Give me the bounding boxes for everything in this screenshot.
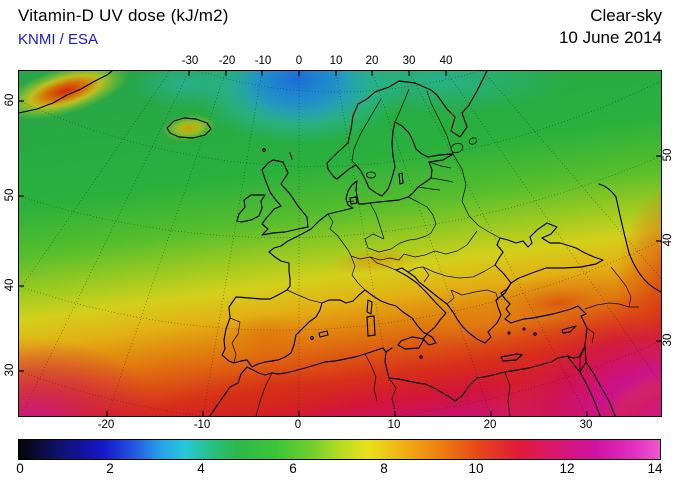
- coast-black-sea: [494, 222, 604, 284]
- coast-iceland: [166, 117, 212, 139]
- coast-sicily: [397, 336, 425, 350]
- frame-ticks: [19, 71, 661, 416]
- lon-tick-label: 40: [439, 55, 453, 67]
- lon-tick-label: 0: [295, 55, 303, 67]
- coast-cyprus: [561, 325, 577, 334]
- lake-vanern: [366, 171, 376, 179]
- colorbar-tick-label: 0: [16, 461, 24, 476]
- lon-tick-label: 0: [294, 419, 302, 431]
- lon-tick-label: -10: [193, 419, 211, 431]
- coast-faroe: [262, 148, 266, 152]
- coast-zealand: [349, 196, 358, 205]
- lon-tick-label: 20: [365, 55, 379, 67]
- lon-tick-label: -30: [181, 55, 199, 67]
- lat-tick-label: 30: [4, 363, 16, 377]
- coastlines: [19, 71, 661, 416]
- coast-aegean-island: [507, 331, 511, 335]
- country-borders: [229, 88, 639, 416]
- coast-mainland: [221, 71, 512, 368]
- coast-mallorca: [318, 330, 329, 338]
- lat-tick-label: 50: [662, 148, 674, 162]
- coast-greenland: [19, 71, 113, 114]
- coast-red-sea-west: [579, 371, 601, 416]
- lon-tick-label: 20: [483, 419, 497, 431]
- coast-rhodes: [533, 332, 537, 336]
- coast-aqaba: [585, 361, 616, 416]
- date-label: 10 June 2014: [558, 28, 662, 47]
- map-frame: [18, 70, 662, 417]
- coast-corsica: [366, 299, 373, 315]
- lon-tick-label: 10: [329, 55, 343, 67]
- coast-ibiza: [310, 336, 314, 340]
- lat-tick-label: 40: [662, 233, 674, 247]
- colorbar-tick-label: 6: [289, 461, 297, 476]
- coast-malta: [419, 355, 423, 359]
- lon-tick-label: -20: [97, 419, 115, 431]
- colorbar-tick-label: 14: [647, 461, 663, 476]
- coast-sardinia: [366, 315, 376, 337]
- source-credit: KNMI / ESA: [18, 31, 99, 48]
- lon-tick-label: -20: [218, 55, 236, 67]
- uv-dose-field-map: [19, 71, 661, 416]
- coast-aegean-island: [522, 327, 526, 331]
- page-title: Vitamin-D UV dose (kJ/m2): [18, 6, 229, 25]
- colorbar-tick-label: 10: [468, 461, 484, 476]
- coast-great-britain: [261, 159, 309, 236]
- coast-anatolia-levant-africa: [209, 282, 588, 416]
- lon-tick-label: 10: [387, 419, 401, 431]
- lake-onega: [468, 137, 478, 145]
- colorbar-tick-label: 4: [197, 461, 205, 476]
- colorbar-tick-label: 12: [559, 461, 575, 476]
- coast-gotland: [398, 172, 404, 185]
- uv-field: [19, 71, 661, 416]
- lat-tick-label: 30: [662, 333, 674, 347]
- lon-tick-label: 30: [579, 419, 593, 431]
- colorbar-gradient: [18, 439, 661, 460]
- lat-tick-label: 40: [4, 278, 16, 292]
- coast-ireland: [236, 194, 266, 223]
- lat-tick-label: 60: [4, 93, 16, 107]
- coast-caspian: [598, 183, 661, 293]
- colorbar-tick-label: 2: [106, 461, 114, 476]
- condition-label: Clear-sky: [590, 6, 662, 25]
- coast-crete: [500, 353, 523, 362]
- lon-tick-label: 30: [402, 55, 416, 67]
- lon-tick-label: -10: [254, 55, 272, 67]
- colorbar-tick-label: 8: [380, 461, 388, 476]
- coast-shetland: [289, 152, 293, 160]
- lat-tick-label: 50: [4, 188, 16, 202]
